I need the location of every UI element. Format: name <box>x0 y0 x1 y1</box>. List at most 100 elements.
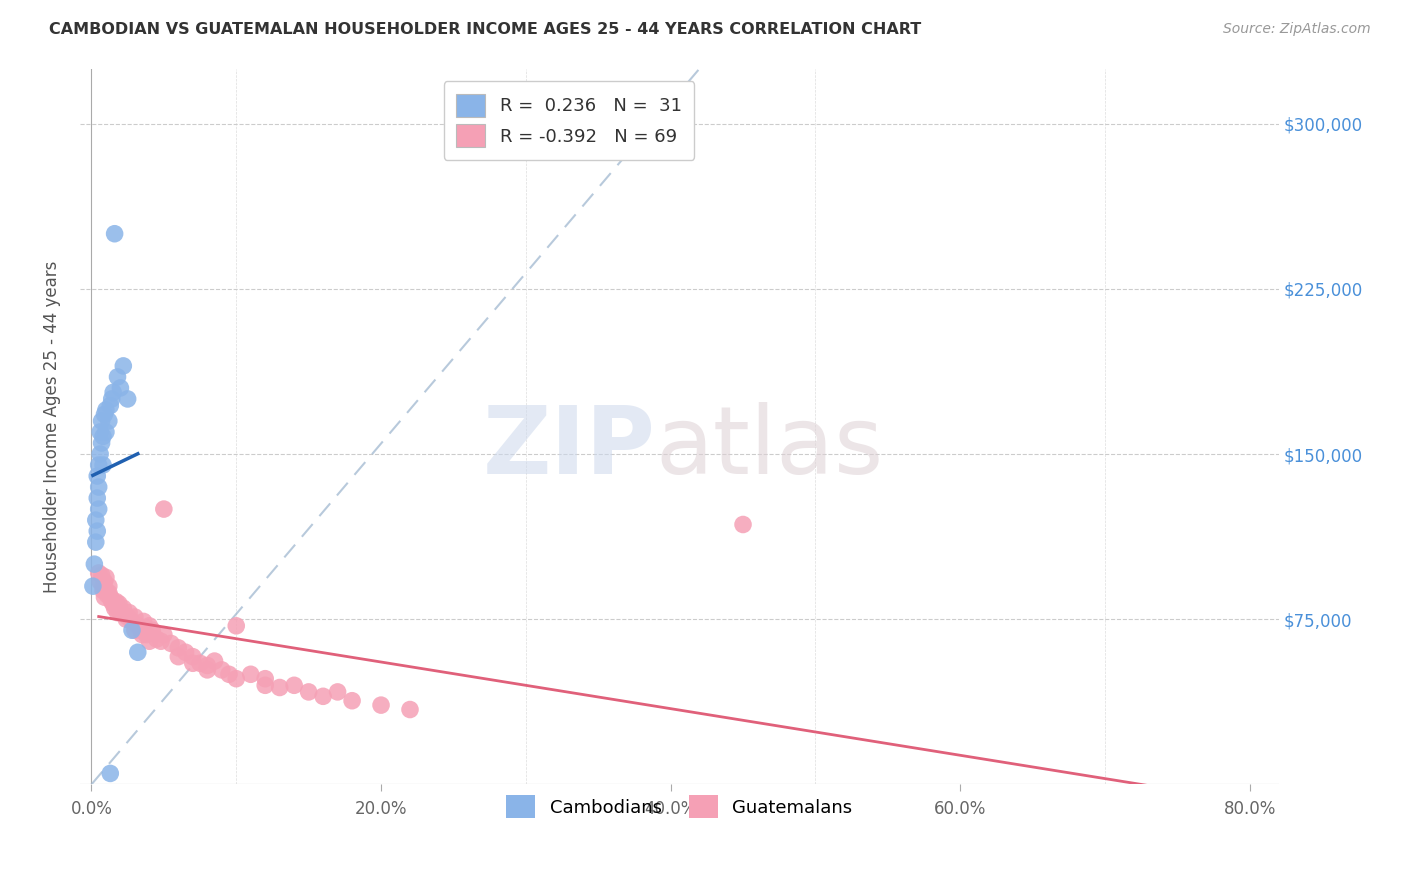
Point <box>129 624 152 638</box>
Point <box>135 627 157 641</box>
Point <box>90 568 112 582</box>
Point <box>326 685 349 699</box>
Point <box>86 491 108 505</box>
Point <box>254 678 277 692</box>
Point <box>86 469 108 483</box>
Point <box>731 517 754 532</box>
Text: ZIP: ZIP <box>482 402 655 494</box>
Point <box>167 640 190 655</box>
Point <box>91 579 114 593</box>
Point <box>90 414 112 428</box>
Point <box>269 681 291 695</box>
Point <box>115 612 138 626</box>
Point <box>167 649 190 664</box>
Point <box>340 694 363 708</box>
Point <box>94 403 117 417</box>
Point <box>100 592 122 607</box>
Point <box>181 657 204 671</box>
Point <box>117 610 139 624</box>
Point <box>94 570 117 584</box>
Point <box>82 579 104 593</box>
Point <box>89 574 111 589</box>
Point <box>181 649 204 664</box>
Point <box>90 436 112 450</box>
Text: CAMBODIAN VS GUATEMALAN HOUSEHOLDER INCOME AGES 25 - 44 YEARS CORRELATION CHART: CAMBODIAN VS GUATEMALAN HOUSEHOLDER INCO… <box>49 22 921 37</box>
Point <box>100 594 122 608</box>
Point <box>86 524 108 538</box>
Point <box>110 606 132 620</box>
Point <box>225 619 247 633</box>
Point <box>153 502 176 516</box>
Point <box>138 619 160 633</box>
Point <box>104 597 127 611</box>
Point <box>195 658 218 673</box>
Point <box>127 619 149 633</box>
Text: atlas: atlas <box>655 402 883 494</box>
Point <box>145 632 167 646</box>
Point <box>91 429 114 443</box>
Y-axis label: Householder Income Ages 25 - 44 years: Householder Income Ages 25 - 44 years <box>44 260 60 592</box>
Point <box>91 458 114 472</box>
Point <box>87 458 110 472</box>
Point <box>87 480 110 494</box>
Point <box>87 502 110 516</box>
Point <box>211 663 233 677</box>
Point <box>108 597 131 611</box>
Point <box>107 601 129 615</box>
Point <box>112 359 135 373</box>
Point <box>104 227 127 241</box>
Point <box>149 634 172 648</box>
Point <box>110 603 132 617</box>
Legend: Cambodians, Guatemalans: Cambodians, Guatemalans <box>499 788 859 825</box>
Point <box>124 610 146 624</box>
Point <box>188 657 211 671</box>
Point <box>153 627 176 641</box>
Point <box>107 606 129 620</box>
Point <box>138 634 160 648</box>
Point <box>98 766 121 780</box>
Point <box>239 667 262 681</box>
Point <box>131 627 153 641</box>
Point <box>132 615 155 629</box>
Point <box>98 590 121 604</box>
Point <box>195 663 218 677</box>
Point <box>97 586 120 600</box>
Point <box>118 606 141 620</box>
Point <box>254 672 277 686</box>
Point <box>101 597 124 611</box>
Point <box>97 579 120 593</box>
Point <box>312 690 335 704</box>
Point <box>225 672 247 686</box>
Point <box>121 624 143 638</box>
Point <box>204 654 226 668</box>
Point <box>101 385 124 400</box>
Point <box>93 590 115 604</box>
Point <box>141 624 163 638</box>
Point <box>83 557 105 571</box>
Point <box>127 645 149 659</box>
Point <box>110 381 132 395</box>
Point <box>84 535 107 549</box>
Point <box>399 702 422 716</box>
Point <box>370 698 392 713</box>
Point <box>283 678 305 692</box>
Point <box>100 392 122 406</box>
Point <box>121 615 143 629</box>
Point <box>97 414 120 428</box>
Point <box>124 624 146 638</box>
Point <box>298 685 321 699</box>
Point <box>94 583 117 598</box>
Point <box>93 574 115 589</box>
Point <box>104 601 127 615</box>
Point <box>89 425 111 439</box>
Point <box>84 513 107 527</box>
Point <box>94 425 117 439</box>
Point <box>93 408 115 422</box>
Point <box>160 636 183 650</box>
Point <box>96 588 118 602</box>
Point <box>174 645 197 659</box>
Point <box>105 594 128 608</box>
Point <box>112 601 135 615</box>
Point <box>89 447 111 461</box>
Point <box>91 583 114 598</box>
